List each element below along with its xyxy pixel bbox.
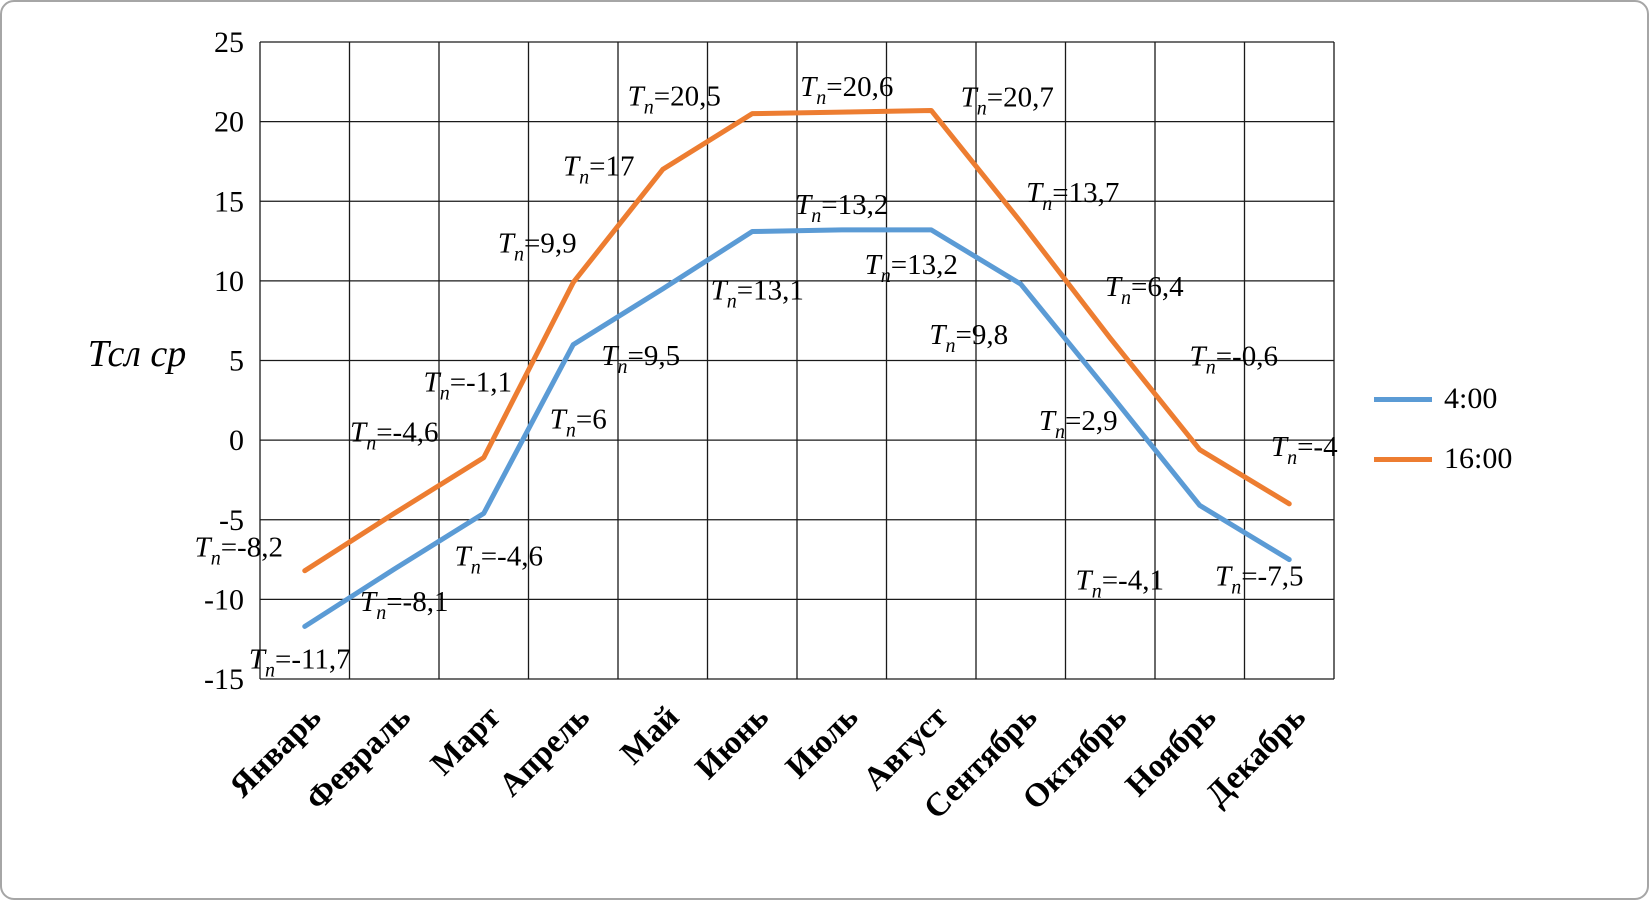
series-line-16:00 xyxy=(302,107,1292,574)
point-label: Tn=-4,1 xyxy=(1076,564,1164,602)
legend-line-swatch-orange xyxy=(1374,456,1432,462)
y-tick-label: 20 xyxy=(214,106,244,139)
legend-label-16-00: 16:00 xyxy=(1444,442,1513,475)
legend-item-16-00: 16:00 xyxy=(1374,442,1512,476)
y-axis-title: Тсл ср xyxy=(87,333,187,375)
point-label: Tn=6 xyxy=(550,404,607,442)
x-tick-label: Март xyxy=(424,699,507,782)
series-line-4:00 xyxy=(302,227,1292,629)
legend-line-swatch-blue xyxy=(1374,396,1432,402)
y-tick-label: 10 xyxy=(214,265,244,298)
x-tick-label: Апрель xyxy=(492,699,597,804)
point-label: Tn=-4,6 xyxy=(455,540,543,578)
point-label: Tn=17 xyxy=(563,150,635,188)
point-label: Tn=13,1 xyxy=(711,275,804,313)
x-tick-label: Июнь xyxy=(689,699,776,786)
point-label: Tn=-8,2 xyxy=(195,532,283,570)
point-label: Tn=9,9 xyxy=(498,227,577,265)
point-label: Tn=-0,6 xyxy=(1190,341,1278,379)
point-label: Tn=6,4 xyxy=(1105,271,1184,309)
point-label: Tn=13,7 xyxy=(1026,177,1119,215)
point-label: Tn=-8,1 xyxy=(360,586,448,624)
point-label: Tn=-4,6 xyxy=(350,416,438,454)
y-tick-label: 0 xyxy=(229,424,244,457)
point-label: Tn=-1,1 xyxy=(424,367,512,405)
point-label: Tn=9,8 xyxy=(929,319,1008,357)
x-tick-label: Декабрь xyxy=(1199,699,1313,813)
y-tick-label: 5 xyxy=(229,345,244,378)
point-label: Tn=-7,5 xyxy=(1215,561,1303,599)
x-tick-label: Май xyxy=(614,699,687,772)
y-tick-label: 25 xyxy=(214,26,244,59)
x-tick-label: Июль xyxy=(779,699,865,785)
y-tick-label: 15 xyxy=(214,185,244,218)
legend-item-4-00: 4:00 xyxy=(1374,382,1512,416)
y-tick-label: -15 xyxy=(204,663,244,696)
legend-label-4-00: 4:00 xyxy=(1444,382,1498,415)
y-tick-label: -10 xyxy=(204,583,244,616)
point-label: Tn=13,2 xyxy=(865,249,958,287)
point-label: Tn=-4 xyxy=(1271,431,1338,469)
point-label: Tn=13,2 xyxy=(795,189,888,227)
legend: 4:00 16:00 xyxy=(1374,382,1512,476)
point-label: Tn=20,7 xyxy=(961,81,1054,119)
point-label: Tn=9,5 xyxy=(601,340,680,378)
point-label: Tn=20,5 xyxy=(628,81,721,119)
point-label: Tn=-11,7 xyxy=(249,643,351,681)
point-label: Tn=20,6 xyxy=(800,71,893,109)
y-tick-label: -5 xyxy=(219,504,244,537)
point-label: Tn=2,9 xyxy=(1039,405,1118,443)
